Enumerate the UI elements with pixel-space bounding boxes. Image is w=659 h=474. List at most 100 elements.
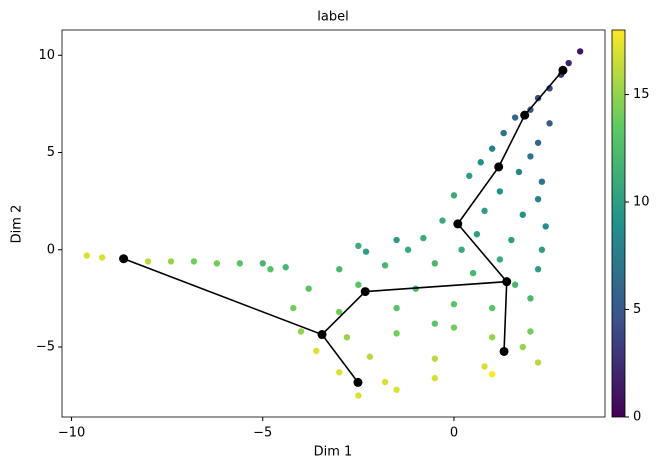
cell-point bbox=[355, 392, 362, 399]
cell-point bbox=[527, 153, 534, 160]
cell-point bbox=[355, 281, 362, 288]
cell-point bbox=[290, 304, 297, 312]
cell-point bbox=[527, 295, 534, 302]
cell-point bbox=[167, 258, 175, 265]
cell-point bbox=[439, 217, 446, 224]
y-tick-label: −5 bbox=[36, 339, 55, 354]
cell-point bbox=[355, 242, 362, 250]
cell-point bbox=[488, 334, 496, 341]
cell-point bbox=[515, 168, 523, 176]
trajectory-node bbox=[520, 110, 530, 120]
x-tick-label: −10 bbox=[58, 426, 85, 441]
colorbar-tick-label: 10 bbox=[633, 195, 650, 210]
cell-point bbox=[366, 353, 374, 360]
cell-point bbox=[297, 328, 305, 335]
cell-point bbox=[144, 258, 152, 265]
cell-point bbox=[469, 269, 477, 277]
cell-point bbox=[527, 328, 534, 335]
cell-point bbox=[565, 59, 572, 67]
cell-point bbox=[576, 48, 584, 55]
plot-frame bbox=[61, 29, 606, 418]
chart-title: label bbox=[317, 10, 348, 25]
cell-point bbox=[393, 386, 400, 393]
trajectory-node bbox=[119, 254, 129, 264]
trajectory-node bbox=[558, 65, 568, 75]
cell-point bbox=[496, 188, 504, 195]
cell-point bbox=[431, 374, 439, 382]
cell-point bbox=[488, 371, 496, 378]
cell-point bbox=[477, 159, 484, 166]
cell-point bbox=[336, 308, 343, 316]
trajectory-node bbox=[353, 377, 363, 387]
cell-point bbox=[381, 262, 389, 269]
y-tick-label: 0 bbox=[47, 242, 55, 257]
trajectory-node bbox=[453, 219, 463, 229]
cell-point bbox=[313, 347, 320, 355]
colorbar-tick-label: 0 bbox=[633, 410, 641, 425]
cell-point bbox=[500, 129, 507, 137]
cell-point bbox=[546, 120, 553, 127]
cell-point bbox=[282, 264, 289, 271]
colorbar bbox=[611, 29, 626, 418]
trajectory-node bbox=[502, 277, 512, 287]
cell-point bbox=[190, 258, 198, 265]
cell-point bbox=[519, 343, 526, 351]
cell-point bbox=[431, 355, 439, 362]
trajectory-node bbox=[494, 162, 504, 172]
cell-point bbox=[98, 254, 106, 261]
cell-point bbox=[213, 260, 221, 267]
cell-point bbox=[381, 378, 389, 386]
cell-point bbox=[534, 139, 542, 146]
cell-point bbox=[431, 320, 439, 327]
y-tick-label: 5 bbox=[47, 145, 55, 160]
cell-point bbox=[420, 234, 427, 242]
cell-point bbox=[534, 359, 542, 366]
y-axis-label: Dim 2 bbox=[10, 205, 25, 244]
cell-point bbox=[542, 223, 549, 230]
cell-point bbox=[393, 304, 400, 312]
cell-point bbox=[404, 246, 412, 253]
cell-point bbox=[511, 281, 519, 288]
cell-point bbox=[519, 211, 526, 218]
trajectory-node bbox=[499, 346, 509, 356]
trajectory-node bbox=[360, 287, 370, 297]
cell-point bbox=[488, 304, 496, 312]
cell-point bbox=[259, 260, 266, 267]
trajectory-node bbox=[317, 330, 327, 340]
cell-point bbox=[450, 192, 458, 199]
cell-point bbox=[393, 236, 400, 244]
cell-point bbox=[473, 230, 481, 238]
x-axis-label: Dim 1 bbox=[314, 445, 353, 460]
cell-point bbox=[343, 334, 351, 341]
cell-point bbox=[466, 172, 473, 180]
cell-point bbox=[393, 330, 400, 337]
cell-point bbox=[488, 145, 496, 152]
cell-point bbox=[508, 236, 515, 244]
cell-point bbox=[236, 260, 244, 267]
x-tick-label: −5 bbox=[253, 426, 272, 441]
cell-point bbox=[458, 246, 465, 253]
cell-point bbox=[496, 256, 504, 263]
cell-point bbox=[481, 207, 488, 215]
y-tick-label: 10 bbox=[38, 48, 55, 63]
cell-point bbox=[538, 178, 546, 185]
colorbar-tick-label: 15 bbox=[633, 87, 650, 102]
trajectory-line bbox=[123, 69, 564, 383]
cell-point bbox=[336, 369, 343, 376]
cell-point bbox=[534, 266, 542, 273]
colorbar-tick-label: 5 bbox=[633, 302, 641, 317]
cell-point bbox=[336, 266, 343, 273]
cell-point bbox=[431, 260, 439, 267]
cell-point bbox=[362, 248, 370, 255]
cell-point bbox=[83, 252, 91, 259]
plot-area bbox=[83, 48, 584, 399]
cell-point bbox=[450, 324, 458, 331]
cell-point bbox=[538, 246, 546, 253]
x-tick-label: 0 bbox=[450, 426, 458, 441]
cell-point bbox=[450, 301, 458, 308]
cell-point bbox=[305, 285, 312, 292]
cell-point bbox=[511, 114, 519, 121]
cell-point bbox=[267, 266, 274, 273]
cell-point bbox=[534, 195, 542, 203]
